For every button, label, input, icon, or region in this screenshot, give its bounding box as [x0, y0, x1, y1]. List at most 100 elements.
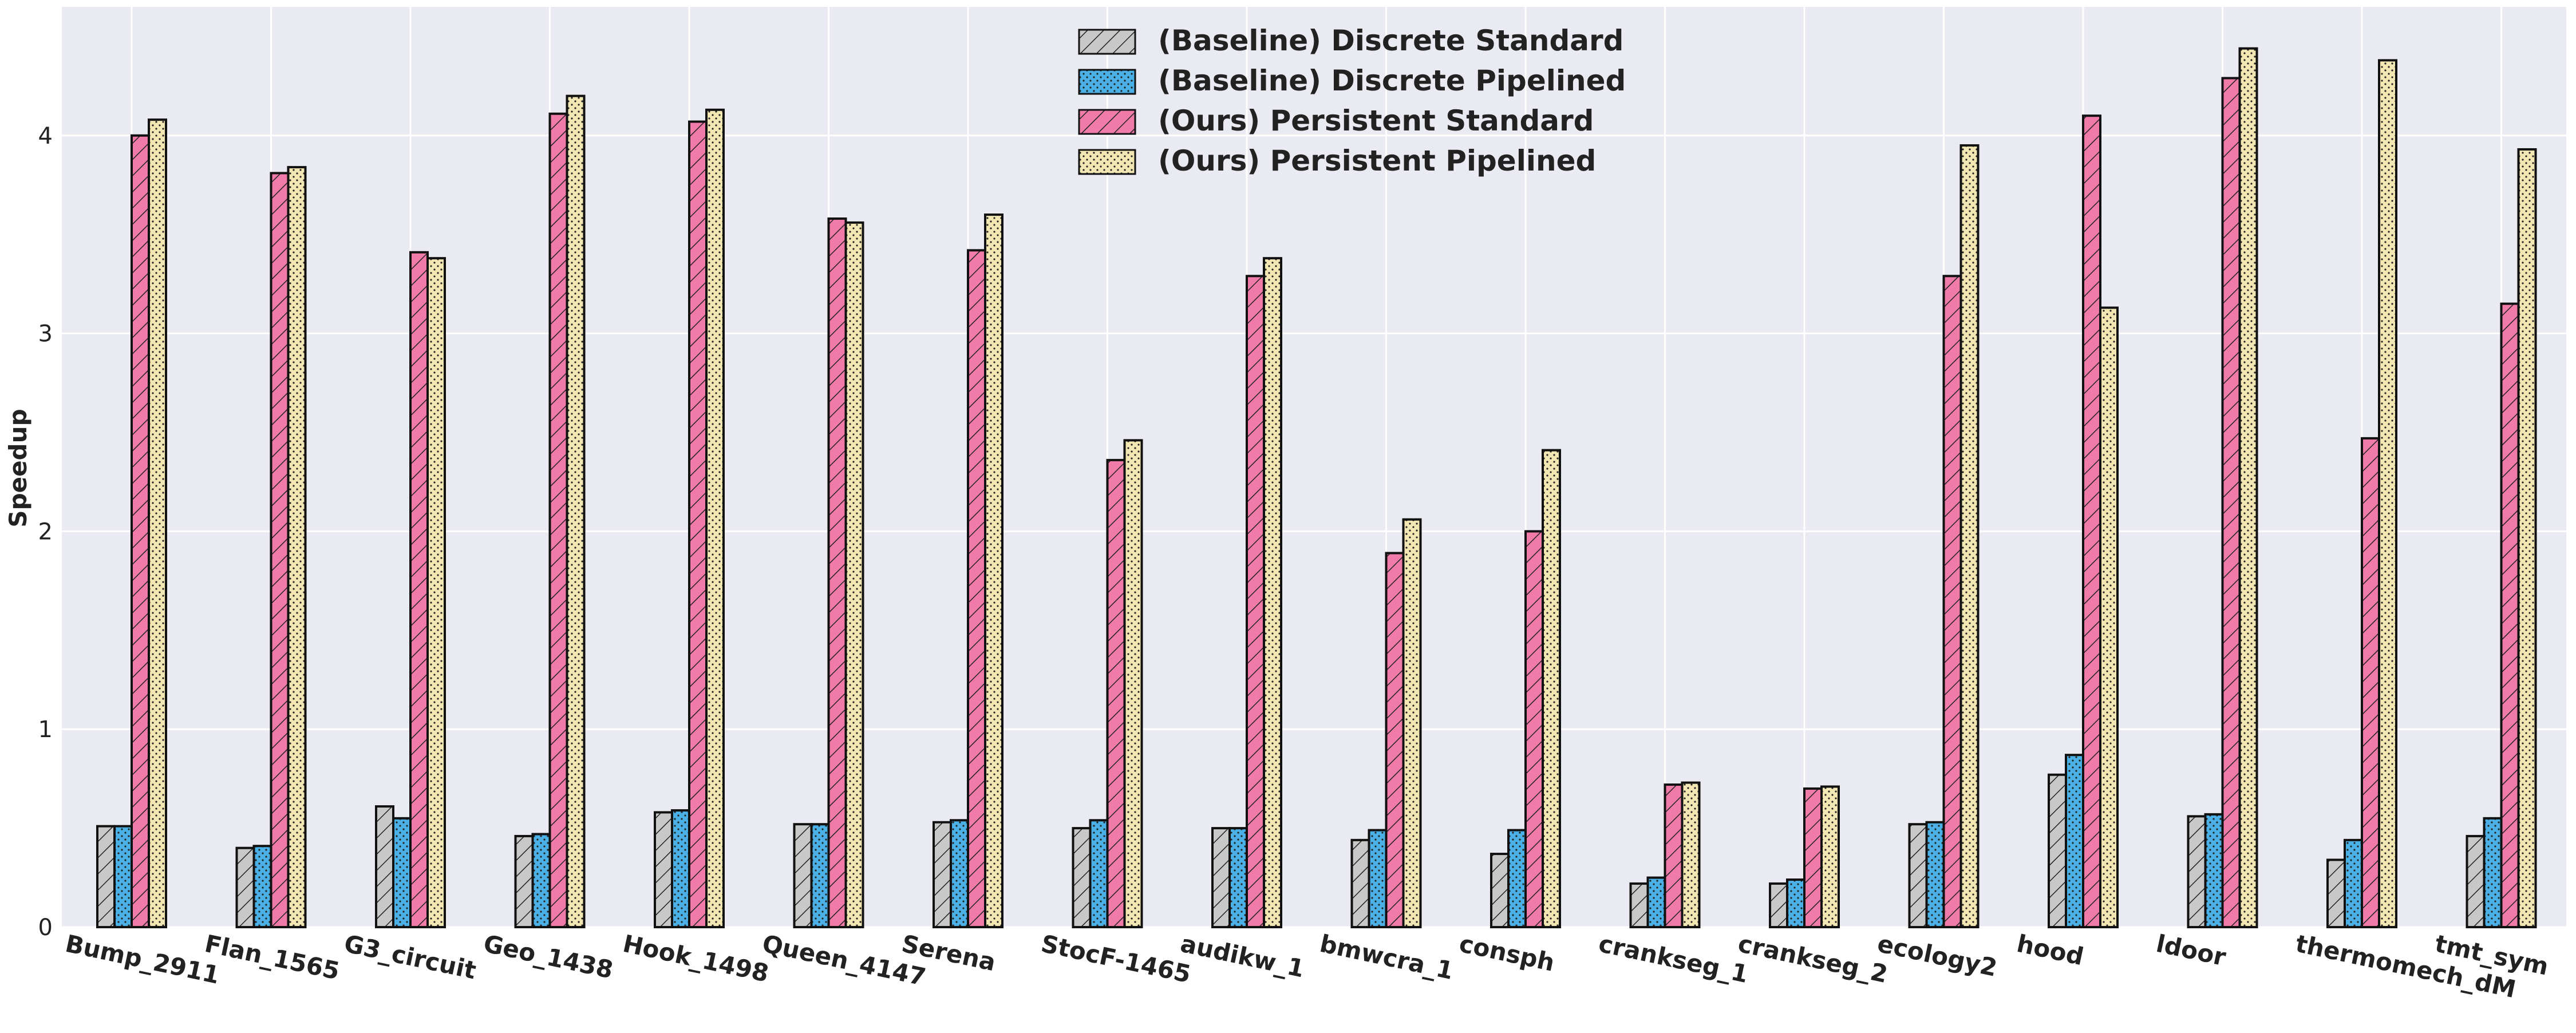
y-tick-label: 2 — [38, 519, 53, 545]
bar-outline — [1246, 275, 1265, 929]
bar — [1769, 882, 1788, 929]
bar — [688, 120, 708, 928]
bar-outline — [2221, 77, 2241, 928]
bar-outline — [1942, 275, 1962, 929]
bar — [671, 809, 690, 929]
x-category-label: crankseg_1 — [1596, 929, 1751, 988]
legend: (Baseline) Discrete Standard (Baseline) D… — [1078, 24, 1626, 177]
bar-outline — [1769, 882, 1788, 929]
bar-outline — [1908, 823, 1928, 929]
x-category-label: Hook_1498 — [621, 929, 771, 988]
bar — [1959, 144, 1980, 928]
x-category-label: consph — [1457, 929, 1557, 977]
bar — [2065, 754, 2084, 929]
bar-outline — [2099, 306, 2119, 928]
bar-outline — [950, 819, 969, 929]
bar-outline — [984, 213, 1003, 928]
legend-label: (Baseline) Discrete Standard — [1158, 24, 1623, 57]
bar — [2082, 114, 2101, 928]
x-category-label: ecology2 — [1875, 929, 2000, 982]
bar-outline — [1123, 439, 1143, 928]
bar-outline — [1072, 827, 1092, 929]
bar — [131, 134, 150, 929]
bar-outline — [1681, 781, 1701, 928]
y-tick-label: 1 — [38, 717, 53, 743]
legend-item: (Baseline) Discrete Pipelined — [1078, 64, 1626, 97]
bar — [531, 833, 551, 928]
bar-outline — [1542, 449, 1561, 928]
bar-outline — [705, 108, 725, 929]
bar — [2187, 815, 2207, 928]
legend-swatch-outline — [1078, 29, 1136, 55]
bar-outline — [409, 251, 429, 928]
bar — [950, 819, 969, 929]
bar — [287, 166, 307, 928]
plot-area — [62, 7, 2566, 927]
bar — [1072, 827, 1092, 929]
bar-outline — [2187, 815, 2207, 928]
bar — [409, 251, 429, 928]
bar — [270, 172, 290, 928]
bar-outline — [967, 249, 986, 929]
bar-outline — [1959, 144, 1980, 928]
bar-outline — [2204, 813, 2224, 929]
bar — [113, 825, 133, 928]
y-tick-label: 3 — [38, 321, 53, 347]
y-tick-label: 0 — [38, 915, 53, 941]
bar — [426, 257, 446, 928]
bar-outline — [2483, 817, 2503, 928]
bar — [1211, 827, 1231, 929]
bar-outline — [1786, 878, 1805, 929]
bar-outline — [287, 166, 307, 928]
bar-outline — [2082, 114, 2101, 928]
bar — [1350, 838, 1370, 929]
bar — [1646, 876, 1666, 928]
bar — [810, 823, 830, 929]
bar-outline — [654, 811, 673, 928]
bar — [2048, 773, 2067, 928]
bar — [1368, 829, 1388, 928]
bar — [514, 834, 534, 929]
bar-outline — [1402, 518, 1422, 928]
bar-outline — [566, 94, 586, 928]
bar — [933, 821, 952, 928]
bar — [235, 846, 255, 928]
bar — [1681, 781, 1701, 928]
bar — [654, 811, 673, 928]
bar-outline — [113, 825, 133, 928]
bar-outline — [810, 823, 830, 929]
x-category-label: StocF-1465 — [1038, 929, 1193, 988]
bar — [1786, 878, 1805, 929]
bar — [566, 94, 586, 928]
bar — [1664, 783, 1684, 929]
bar — [1908, 823, 1928, 929]
x-category-label: Geo_1438 — [481, 929, 615, 984]
bar-outline — [514, 834, 534, 929]
bar-outline — [1820, 785, 1840, 928]
bar — [1246, 275, 1265, 929]
bars — [96, 47, 2537, 929]
bar — [1524, 530, 1544, 928]
bar-outline — [1350, 838, 1370, 929]
bar-outline — [1925, 821, 1945, 928]
legend-label: (Ours) Persistent Standard — [1158, 104, 1594, 137]
bar-outline — [688, 120, 708, 928]
bar-outline — [1106, 458, 1126, 928]
x-category-label: G3_circuit — [342, 929, 479, 985]
bar-outline — [671, 809, 690, 929]
bar — [252, 845, 272, 928]
x-category-label: hood — [2014, 929, 2086, 971]
bar — [2517, 148, 2537, 929]
bar — [1402, 518, 1422, 928]
bar — [548, 112, 568, 929]
bar — [1925, 821, 1945, 928]
bar — [2500, 302, 2520, 928]
bar — [392, 817, 412, 928]
bar — [1820, 785, 1840, 928]
legend-swatch-outline — [1078, 69, 1136, 95]
bar-outline — [531, 833, 551, 928]
bar-outline — [827, 217, 847, 928]
bar — [2378, 59, 2397, 928]
